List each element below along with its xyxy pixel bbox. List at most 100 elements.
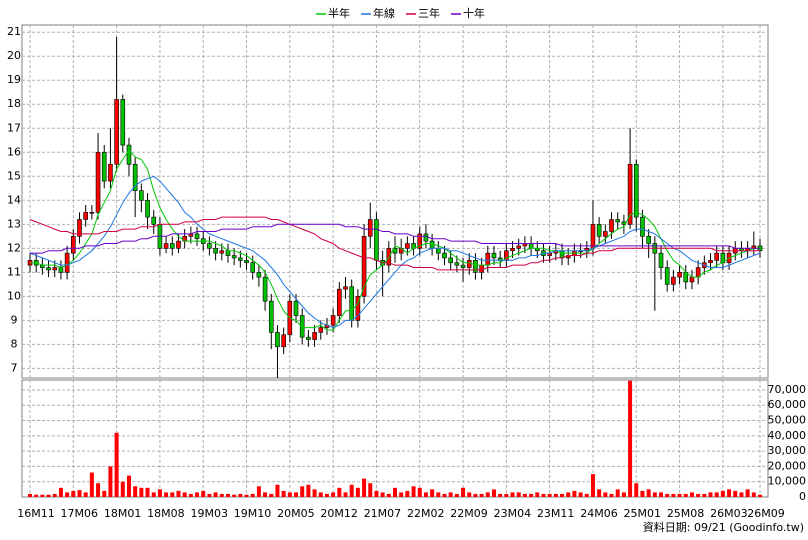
volume-bar [96,483,101,497]
footer: 資料日期: 09/21 (Goodinfo.tw) [643,520,804,534]
volume-bar [708,492,713,497]
y-tick-label: 13 [7,217,21,230]
volume-bar [423,492,428,497]
candle-body [528,243,534,249]
volume-bar [108,466,113,497]
y2-tick-label: 70,000 [768,383,807,396]
candle-body [330,315,336,326]
candle-body [219,250,225,254]
volume-bar [300,486,305,497]
volume-bar [504,493,509,497]
candle-body [429,240,435,249]
candle-body [225,250,231,256]
x-tick-label: 23M11 [537,507,575,520]
y-tick-label: 19 [7,73,21,86]
volume-bar [578,492,583,497]
y2-tick-label: 30,000 [768,444,807,457]
volume-bar [696,493,701,497]
volume-bar [219,493,224,497]
y-tick-label: 15 [7,169,21,182]
x-tick-label: 26M09 [747,507,785,520]
volume-bar [28,493,32,497]
x-tick-label: 22M02 [407,507,445,520]
candle-body [299,315,305,338]
volume-bar [454,493,459,497]
ma-line [30,149,760,331]
candle-body [52,267,58,271]
volume-bar [164,492,169,497]
volume-bar [467,492,472,497]
candle-body [417,233,423,249]
candle-body [318,327,324,333]
volume-bar [244,494,249,497]
x-tick-label: 19M03 [190,507,228,520]
volume-bar [727,489,732,497]
volume-bar [368,483,373,497]
price-panel [21,24,769,379]
volume-bar [702,493,707,497]
x-tick-label: 18M01 [104,507,142,520]
x-tick-label: 25M01 [624,507,662,520]
volume-bar [689,492,694,497]
volume-bar [547,493,552,497]
x-tick-label: 20M12 [320,507,358,520]
candle-body [120,99,126,146]
legend-label: 半年 [328,6,350,20]
candle-body [275,332,280,348]
candle-body [101,151,107,182]
volume-bar [634,483,639,497]
candle-body [479,264,484,273]
volume-bar [510,492,515,497]
candle-body [423,233,429,242]
candle-body [83,212,88,220]
volume-bar [621,492,626,497]
x-tick-label: 20M05 [277,507,315,520]
volume-bar [151,492,156,497]
volume-bar [652,492,657,497]
x-tick-label: 24M06 [580,507,618,520]
candle-body [609,219,614,232]
candle-body [442,252,447,259]
volume-bar [628,380,633,497]
volume-bar [120,481,125,497]
volume-bar [745,489,750,497]
volume-bar [529,493,534,497]
volume-bar [714,492,719,497]
volume-bar [213,492,218,497]
y-tick-label: 11 [7,265,21,278]
volume-bar [646,489,651,497]
candle-body [708,260,713,264]
volume-bar [393,487,397,497]
candle-body [349,286,354,321]
candle-body [646,236,651,244]
x-tick-label: 16M11 [17,507,55,520]
volume-bar [386,493,391,497]
volume-bar [417,487,422,497]
candle-body [386,248,392,266]
ma-line [30,223,760,254]
volume-bar [442,493,447,497]
volume-bar [126,475,131,497]
y2-tick-label: 0 [799,490,806,503]
volume-bar [40,494,45,497]
candle-body [95,151,101,213]
volume-bar [615,489,620,497]
volume-bar [603,492,608,497]
y2-tick-label: 50,000 [768,414,807,427]
y-tick-label: 7 [11,361,18,374]
x-tick-label: 18M08 [147,507,185,520]
volume-bar [560,493,565,497]
volume-bar [677,493,682,497]
volume-bar [324,493,329,497]
legend-label: 十年 [463,6,485,20]
ma-line [29,175,761,329]
candle-body [473,260,478,273]
legend-label: 年線 [373,6,395,20]
volume-bar [541,493,546,497]
candle-body [658,252,664,268]
y2-tick-label: 10,000 [768,475,807,488]
volume-bar [733,490,738,497]
volume-bar [306,484,311,497]
candle-body [510,248,515,252]
